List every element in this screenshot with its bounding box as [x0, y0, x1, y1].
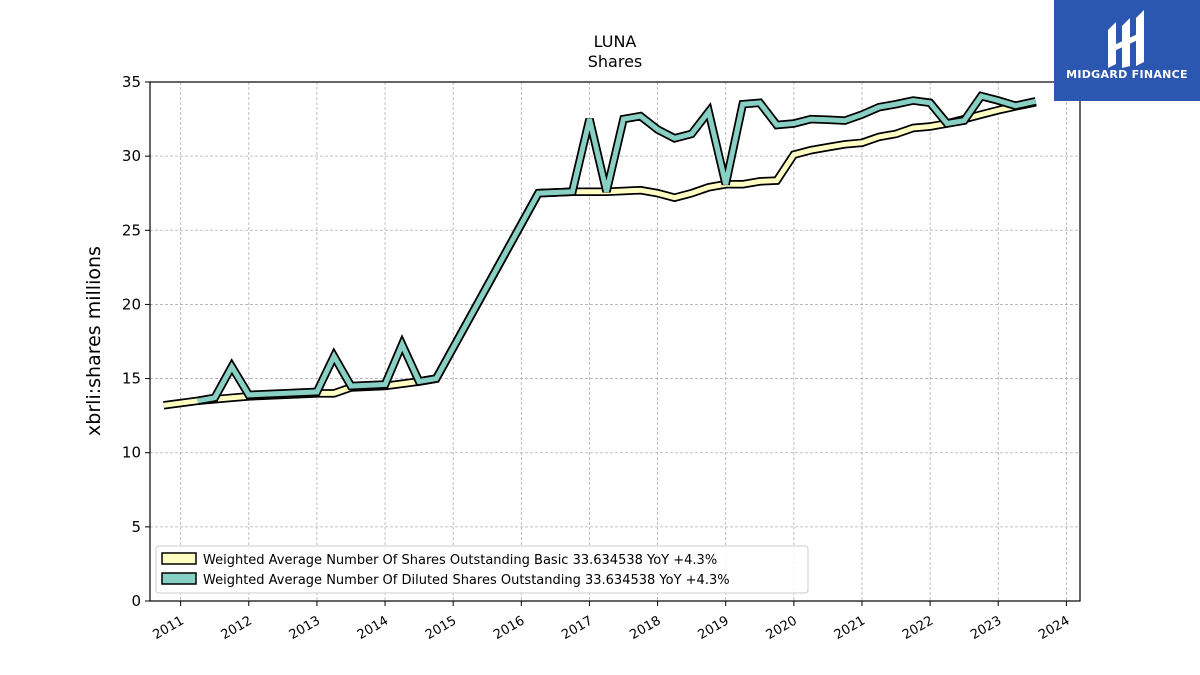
x-tick-label: 2013: [287, 613, 323, 643]
chart-title: LUNA: [594, 32, 637, 51]
x-tick-label: 2015: [423, 613, 459, 643]
legend-box: [155, 545, 809, 594]
y-tick-label: 5: [131, 518, 141, 536]
legend-swatch: [161, 552, 197, 565]
x-tick-label: 2018: [627, 613, 663, 643]
plot-frame: [149, 81, 1081, 602]
chart-subtitle: Shares: [588, 52, 643, 71]
x-tick-label: 2017: [559, 613, 595, 643]
series-1-line: [197, 93, 1037, 404]
x-tick-label: 2011: [150, 613, 186, 643]
y-tick-label: 15: [122, 370, 141, 388]
series-layer: [163, 91, 1037, 410]
y-tick-label: 10: [122, 444, 141, 462]
x-tick-label: 2020: [764, 613, 800, 643]
y-tick-label: 20: [122, 295, 141, 313]
y-tick-label: 0: [131, 592, 141, 610]
x-tick-label: 2024: [1036, 613, 1072, 643]
midgard-finance-logo: MIDGARD FINANCE: [1054, 0, 1200, 101]
legend-label: Weighted Average Number Of Diluted Share…: [203, 573, 730, 588]
x-tick-label: 2023: [968, 613, 1004, 643]
series-0-line: [163, 99, 1037, 408]
x-tick-label: 2021: [832, 613, 868, 643]
legend-swatch: [161, 572, 197, 585]
y-axis-label: xbrli:shares millions: [83, 246, 105, 436]
x-tick-label: 2022: [900, 613, 936, 643]
legend: Weighted Average Number Of Shares Outsta…: [155, 545, 809, 594]
x-tick-label: 2014: [355, 613, 391, 643]
y-tick-label: 35: [122, 73, 141, 91]
y-tick-label: 25: [122, 221, 141, 239]
logo-text: MIDGARD FINANCE: [1066, 68, 1188, 81]
x-tick-label: 2016: [491, 613, 527, 643]
legend-label: Weighted Average Number Of Shares Outsta…: [203, 553, 717, 568]
x-tick-label: 2012: [219, 613, 255, 643]
logo-mark-icon: [1108, 10, 1144, 68]
y-tick-label: 30: [122, 147, 141, 165]
x-tick-label: 2019: [696, 613, 732, 643]
